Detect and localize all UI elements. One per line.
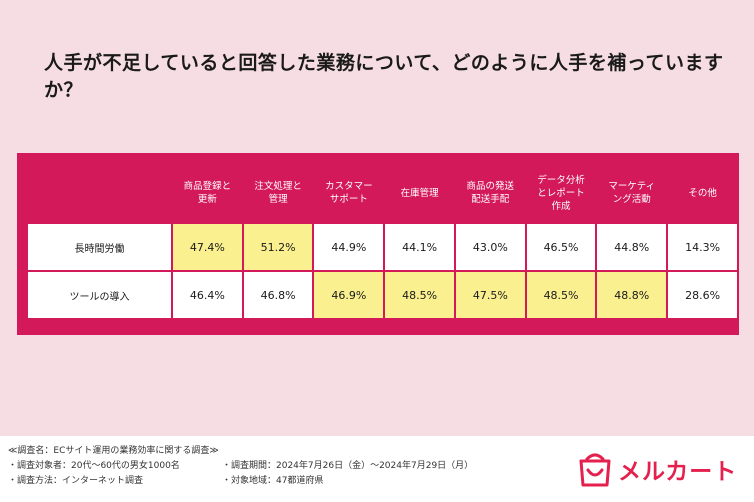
value-cell: 44.9% xyxy=(314,224,384,270)
survey-period: ・調査期間：2024年7月26日（金）〜2024年7月29日（月） xyxy=(222,461,474,471)
chart-title: 人手が不足していると回答した業務について、どのように人手を補っていますか？ xyxy=(44,52,724,101)
column-header: 商品の発送 配送手配 xyxy=(455,164,525,222)
value-cell: 48.5% xyxy=(385,272,454,318)
value-cell: 44.1% xyxy=(385,224,454,270)
value-cell: 46.8% xyxy=(243,272,313,318)
value-cell: 51.2% xyxy=(243,224,313,270)
survey-method: ・調査方法：インターネット調査 xyxy=(8,476,144,486)
survey-name: ≪調査名：ECサイト運用の業務効率に関する調査≫ xyxy=(8,446,219,456)
survey-target: ・調査対象者：20代〜60代の男女1000名 xyxy=(8,461,180,471)
row-label: ツールの導入 xyxy=(28,272,171,318)
column-header: 商品登録と 更新 xyxy=(173,164,242,222)
value-cell: 14.3% xyxy=(668,224,737,270)
table-row: ツールの導入 46.4% 46.8% 46.9% 48.5% 47.5% 48.5% 48.8… xyxy=(28,272,737,318)
results-table-container: 商品登録と 更新 注文処理と 管理 カスタマー サポート 在庫管理 商品の発送 配送手配… xyxy=(17,153,739,335)
survey-footer xyxy=(0,436,754,502)
survey-region: ・対象地域：47都道府県 xyxy=(222,476,324,486)
mercart-bag-icon xyxy=(579,453,611,487)
table-row: 長時間労働 47.4% 51.2% 44.9% 44.1% 43.0% 46.5% 44.8%… xyxy=(28,224,737,270)
column-header: 注文処理と 管理 xyxy=(243,164,313,222)
logo-text: メルカート xyxy=(618,459,738,485)
value-cell: 47.5% xyxy=(455,272,525,318)
column-header: マーケティ ング活動 xyxy=(597,164,667,222)
results-table: 商品登録と 更新 注文処理と 管理 カスタマー サポート 在庫管理 商品の発送 配送手配… xyxy=(26,162,739,320)
value-cell: 48.8% xyxy=(597,272,667,318)
value-cell: 44.8% xyxy=(597,224,667,270)
column-header: データ分析 とレポート 作成 xyxy=(526,164,596,222)
row-label: 長時間労働 xyxy=(28,224,171,270)
column-header: カスタマー サポート xyxy=(314,164,384,222)
value-cell: 28.6% xyxy=(668,272,737,318)
value-cell: 46.5% xyxy=(526,224,596,270)
value-cell: 47.4% xyxy=(173,224,242,270)
value-cell: 48.5% xyxy=(526,272,596,318)
mercart-logo: メルカート xyxy=(578,447,738,491)
header-row: 商品登録と 更新 注文処理と 管理 カスタマー サポート 在庫管理 商品の発送 配送手配… xyxy=(28,164,737,222)
value-cell: 46.4% xyxy=(173,272,242,318)
column-header: 在庫管理 xyxy=(385,164,454,222)
column-header: その他 xyxy=(668,164,737,222)
value-cell: 46.9% xyxy=(314,272,384,318)
corner-cell xyxy=(28,164,171,222)
value-cell: 43.0% xyxy=(455,224,525,270)
